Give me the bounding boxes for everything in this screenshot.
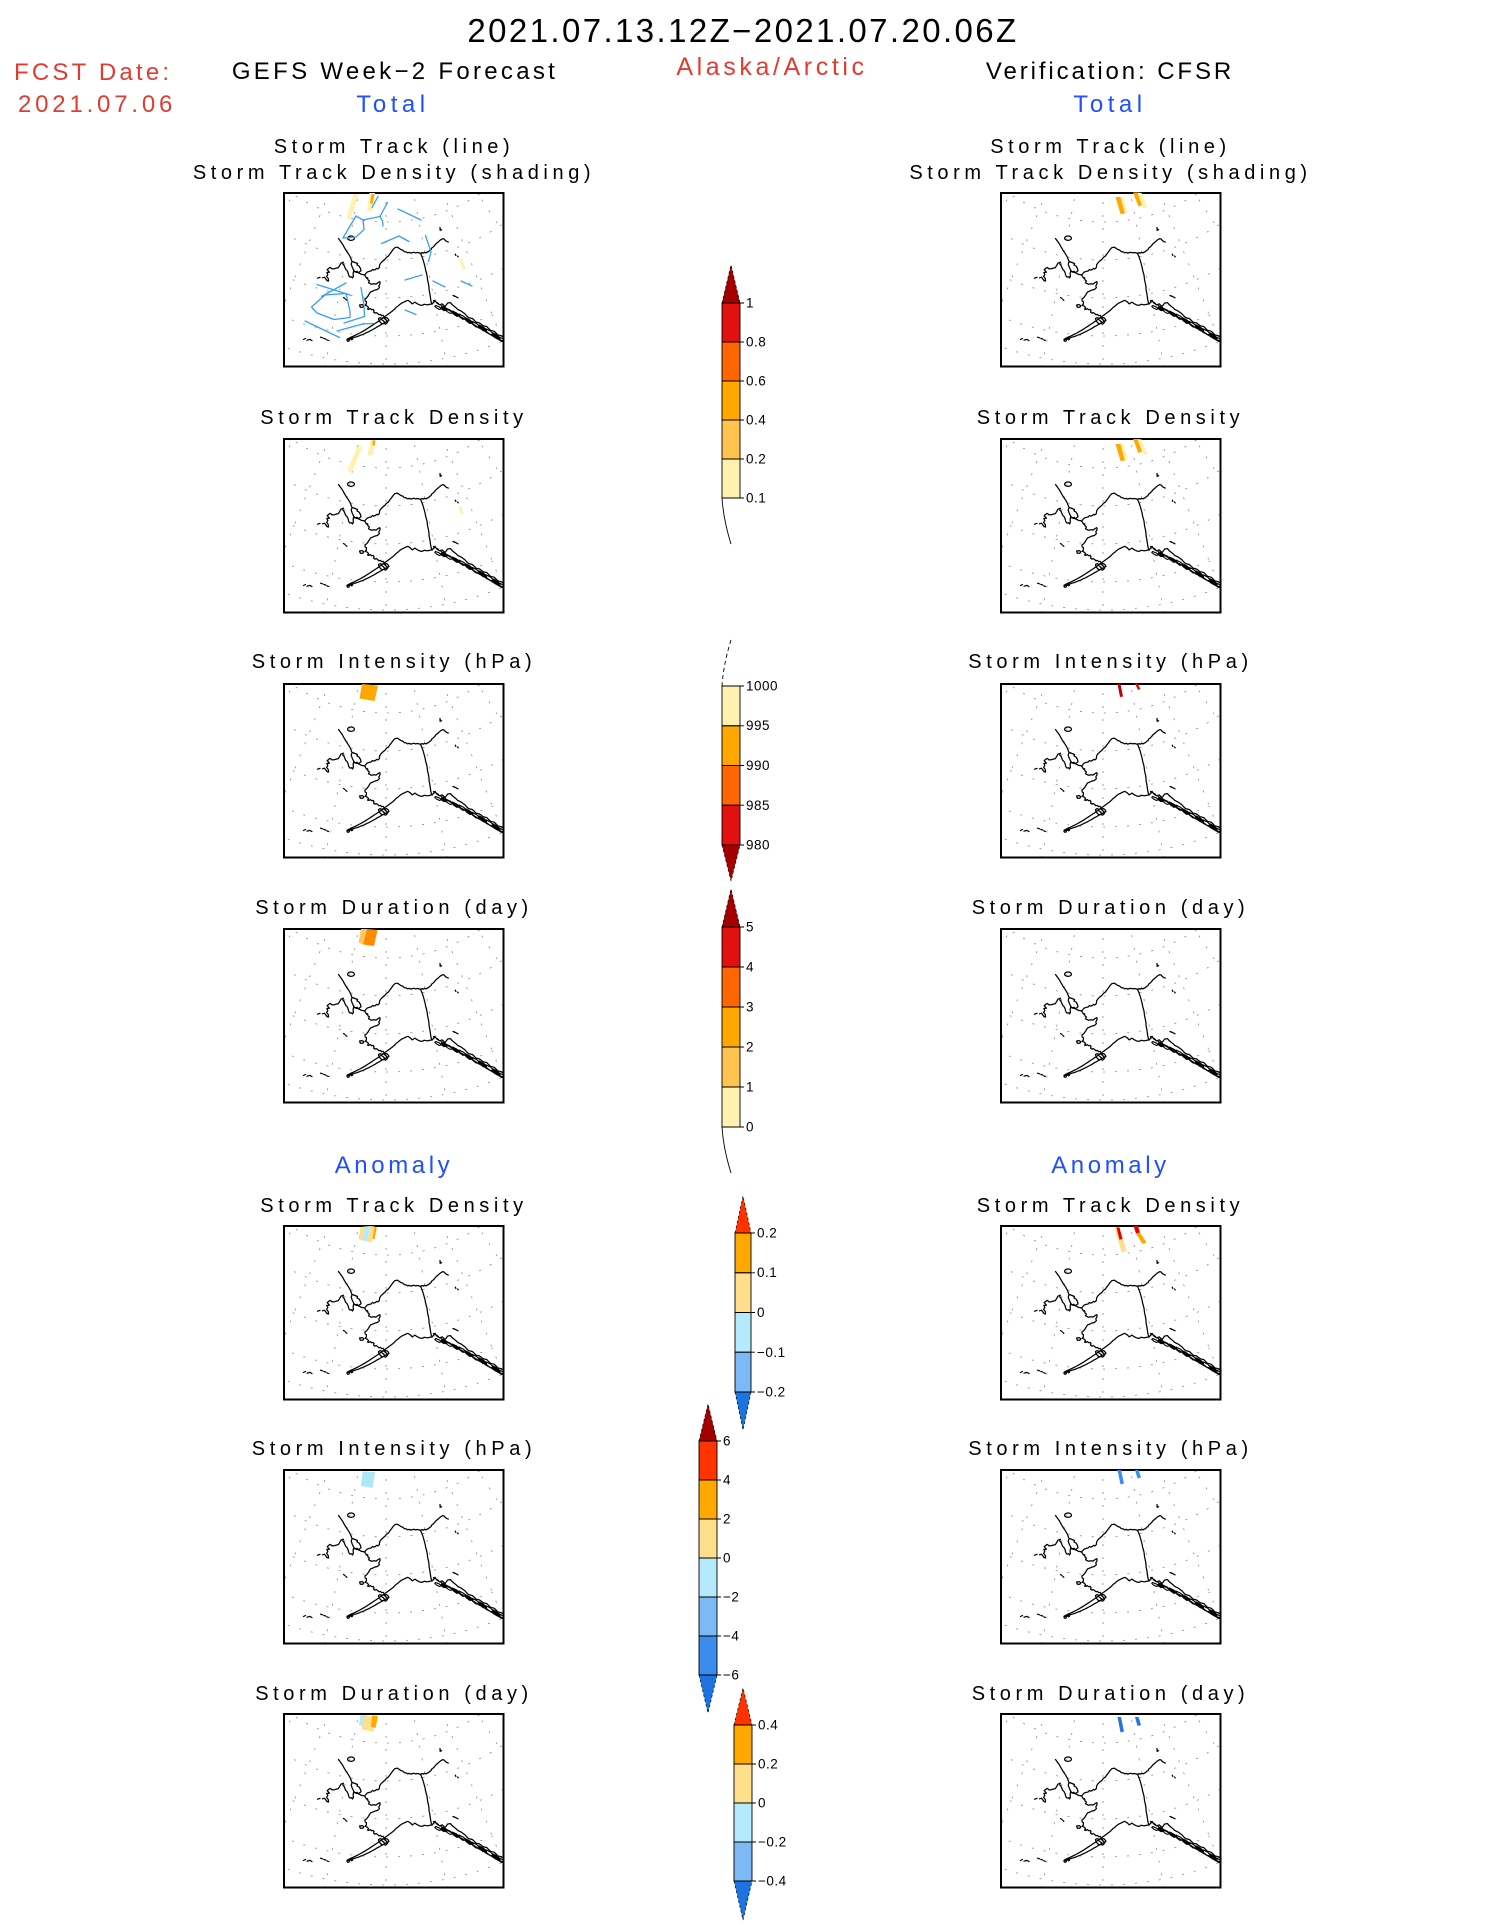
svg-text:Storm Duration (day): Storm Duration (day) bbox=[255, 897, 533, 919]
svg-text:FCST Date:: FCST Date: bbox=[14, 59, 172, 86]
svg-text:980: 980 bbox=[746, 838, 770, 853]
svg-text:Storm Duration (day): Storm Duration (day) bbox=[972, 897, 1250, 919]
svg-text:Storm Duration (day): Storm Duration (day) bbox=[972, 1683, 1250, 1705]
svg-text:4: 4 bbox=[746, 960, 754, 975]
svg-text:Storm Intensity (hPa): Storm Intensity (hPa) bbox=[968, 1438, 1252, 1460]
svg-text:−0.4: −0.4 bbox=[758, 1874, 787, 1889]
svg-text:0.1: 0.1 bbox=[757, 1265, 777, 1280]
svg-text:−6: −6 bbox=[723, 1668, 739, 1683]
svg-text:995: 995 bbox=[746, 718, 770, 733]
svg-text:2021.07.06: 2021.07.06 bbox=[18, 91, 176, 118]
svg-text:1000: 1000 bbox=[746, 679, 778, 694]
svg-text:4: 4 bbox=[723, 1473, 731, 1488]
svg-text:−4: −4 bbox=[723, 1629, 739, 1644]
svg-text:Total: Total bbox=[1073, 91, 1146, 118]
svg-text:0.6: 0.6 bbox=[746, 374, 766, 389]
svg-text:Storm Intensity (hPa): Storm Intensity (hPa) bbox=[968, 651, 1252, 673]
svg-text:0: 0 bbox=[758, 1796, 766, 1811]
svg-text:Storm Track Density: Storm Track Density bbox=[260, 407, 527, 429]
svg-text:−0.2: −0.2 bbox=[757, 1385, 786, 1400]
svg-text:0: 0 bbox=[746, 1120, 754, 1135]
svg-text:5: 5 bbox=[746, 920, 754, 935]
svg-text:Storm Track Density: Storm Track Density bbox=[977, 1195, 1244, 1217]
svg-text:Alaska/Arctic: Alaska/Arctic bbox=[676, 53, 867, 81]
svg-text:Storm Track (line): Storm Track (line) bbox=[990, 136, 1231, 158]
svg-text:Storm Track Density: Storm Track Density bbox=[977, 407, 1244, 429]
svg-text:−2: −2 bbox=[723, 1590, 739, 1605]
svg-text:2: 2 bbox=[723, 1512, 731, 1527]
svg-text:985: 985 bbox=[746, 798, 770, 813]
svg-text:2: 2 bbox=[746, 1040, 754, 1055]
svg-text:Storm Track Density (shading): Storm Track Density (shading) bbox=[193, 162, 595, 184]
svg-text:Storm Intensity (hPa): Storm Intensity (hPa) bbox=[252, 1438, 536, 1460]
svg-text:Anomaly: Anomaly bbox=[335, 1152, 454, 1179]
svg-text:0.2: 0.2 bbox=[757, 1226, 777, 1241]
svg-text:GEFS Week−2 Forecast: GEFS Week−2 Forecast bbox=[232, 58, 558, 85]
svg-text:0.4: 0.4 bbox=[758, 1718, 778, 1733]
svg-text:0.8: 0.8 bbox=[746, 335, 766, 350]
svg-text:Storm Track Density: Storm Track Density bbox=[260, 1195, 527, 1217]
svg-text:Anomaly: Anomaly bbox=[1051, 1152, 1170, 1179]
svg-text:−0.1: −0.1 bbox=[757, 1345, 786, 1360]
svg-text:6: 6 bbox=[723, 1434, 731, 1449]
svg-text:0.2: 0.2 bbox=[746, 452, 766, 467]
svg-text:Total: Total bbox=[356, 91, 429, 118]
svg-text:1: 1 bbox=[746, 296, 754, 311]
svg-text:990: 990 bbox=[746, 758, 770, 773]
svg-text:0.2: 0.2 bbox=[758, 1757, 778, 1772]
svg-text:Storm Intensity (hPa): Storm Intensity (hPa) bbox=[252, 651, 536, 673]
svg-text:2021.07.13.12Z−2021.07.20.06Z: 2021.07.13.12Z−2021.07.20.06Z bbox=[467, 12, 1018, 49]
svg-text:0: 0 bbox=[723, 1551, 731, 1566]
svg-text:0.4: 0.4 bbox=[746, 413, 766, 428]
svg-text:1: 1 bbox=[746, 1080, 754, 1095]
svg-text:Storm Track Density (shading): Storm Track Density (shading) bbox=[909, 162, 1311, 184]
svg-text:0: 0 bbox=[757, 1305, 765, 1320]
svg-text:0.1: 0.1 bbox=[746, 491, 766, 506]
svg-text:Storm Duration (day): Storm Duration (day) bbox=[255, 1683, 533, 1705]
svg-text:Storm Track (line): Storm Track (line) bbox=[274, 136, 515, 158]
svg-text:Verification: CFSR: Verification: CFSR bbox=[986, 58, 1234, 85]
svg-text:3: 3 bbox=[746, 1000, 754, 1015]
svg-text:−0.2: −0.2 bbox=[758, 1835, 787, 1850]
